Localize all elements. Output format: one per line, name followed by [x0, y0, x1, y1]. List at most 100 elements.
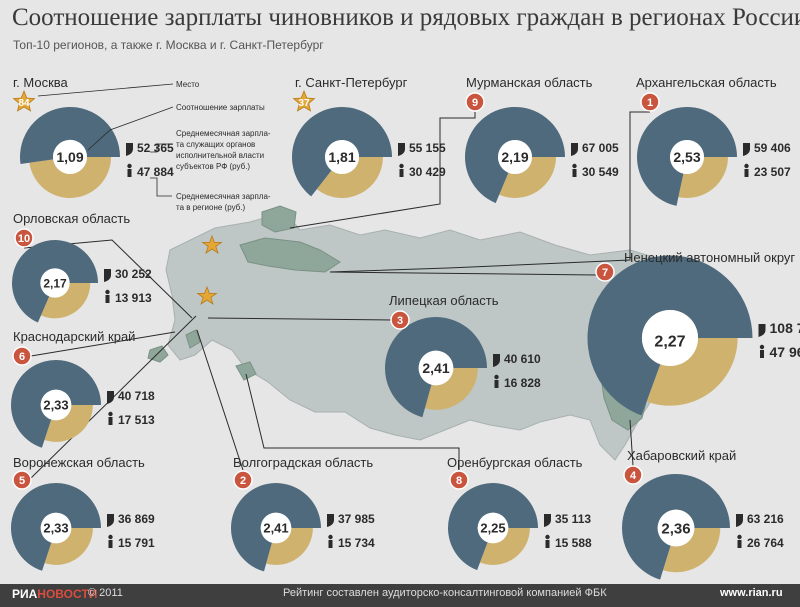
rank-number: 10: [18, 233, 30, 245]
official-salary-slice: [231, 483, 321, 572]
person-icon: [572, 163, 577, 169]
rank-badge: [12, 346, 32, 366]
footer-bar: [0, 584, 800, 607]
pie-center: [40, 512, 72, 544]
person-icon: [108, 534, 113, 540]
person-icon-body: [494, 380, 499, 388]
region-group[interactable]: 2,25 35 113 15 588 Оренбургская область 8: [447, 455, 592, 571]
official-icon: [327, 514, 334, 527]
region-name: Ненецкий автономный округ: [624, 250, 795, 265]
legend-leader-regional: [150, 177, 172, 197]
leader-nenets: [329, 271, 597, 276]
rank-star-icon: [292, 89, 316, 112]
region-group[interactable]: 2,41 40 610 16 828 Липецкая область 3: [385, 293, 541, 418]
legend-official-label: та служащих органов: [176, 140, 255, 149]
pie-center: [325, 140, 359, 174]
ratio-label: 1,09: [56, 149, 83, 165]
regional-salary-slice: [663, 528, 721, 573]
person-icon: [744, 163, 749, 169]
footer-note: Рейтинг составлен аудиторско-консалтинго…: [283, 587, 607, 599]
regional-salary-label: 47 884: [137, 165, 174, 179]
person-icon-body: [108, 417, 113, 425]
legend-regional-label: та в регионе (руб.): [176, 203, 245, 212]
region-group[interactable]: 2,17 30 252 13 913 Орловская область 10: [12, 211, 152, 323]
ratio-label: 2,33: [43, 521, 68, 536]
map-region-arkhangelsk-nenets: [239, 237, 341, 273]
legend-leader-official: [150, 143, 172, 153]
official-salary-slice: [11, 359, 102, 448]
leader-volgograd: [196, 329, 244, 471]
page-title: Соотношение зарплаты чиновников и рядовы…: [12, 4, 800, 31]
person-icon: [105, 289, 110, 295]
regional-salary-slice: [646, 338, 738, 406]
regional-salary-label: 47 967: [770, 344, 800, 360]
leader-murmansk: [289, 112, 476, 229]
rank-badge: [640, 92, 660, 112]
rank-badge: [12, 470, 32, 490]
official-salary-slice: [20, 106, 121, 164]
official-salary-slice: [447, 483, 538, 571]
legend-place-label: Место: [176, 80, 200, 89]
region-group[interactable]: 2,41 37 985 15 734 Волгоградская область 2: [231, 455, 375, 572]
official-icon: [736, 514, 743, 527]
official-icon: [398, 143, 405, 156]
regional-salary-slice: [29, 157, 111, 198]
person-icon-body: [127, 169, 132, 177]
rank-badge: [623, 465, 643, 485]
official-salary-slice: [587, 255, 753, 416]
region-group[interactable]: 2,36 63 216 26 764 Хабаровский край 4: [622, 448, 784, 580]
ratio-label: 2,33: [43, 398, 68, 413]
regional-salary-slice: [44, 405, 93, 442]
regional-salary-label: 16 828: [504, 376, 541, 390]
person-icon-body: [105, 295, 110, 303]
regional-salary-slice: [424, 368, 478, 410]
official-icon: [743, 143, 750, 156]
rank-number: 37: [298, 98, 310, 109]
pie-center: [477, 512, 509, 544]
regional-salary-slice: [44, 528, 93, 565]
legend-official-label: исполнительной власти: [176, 151, 264, 160]
person-icon-body: [328, 540, 333, 548]
regional-salary-label: 30 549: [582, 165, 619, 179]
ratio-label: 2,36: [661, 520, 690, 537]
regional-salary-slice: [41, 283, 91, 319]
leader-krasnodar: [30, 331, 176, 357]
official-icon: [107, 514, 114, 527]
rank-badge: [14, 228, 34, 248]
legend-ratio-label: Соотношение зарплаты: [176, 103, 265, 112]
map-region-orenburg: [235, 361, 257, 381]
map-star-moscow: [196, 285, 218, 305]
regional-salary-label: 15 588: [555, 536, 592, 550]
person-icon-body: [108, 540, 113, 548]
region-group[interactable]: 1,81 55 155 30 429 г. Санкт-Петербург 37: [292, 75, 446, 198]
pie-center: [657, 509, 695, 547]
region-name: Волгоградская область: [233, 455, 373, 470]
region-group[interactable]: 2,33 40 718 17 513 Краснодарский край 6: [11, 329, 155, 448]
logo-main: РИА: [12, 587, 38, 601]
region-group[interactable]: 2,19 67 005 30 549 Мурманская область 9: [465, 75, 619, 204]
regional-salary-label: 17 513: [118, 413, 155, 427]
official-icon: [493, 354, 500, 367]
page-subtitle: Топ-10 регионов, а также г. Москва и г. …: [13, 38, 324, 52]
person-icon-body: [399, 169, 404, 177]
rank-number: 3: [397, 315, 403, 327]
rank-badge: [465, 92, 485, 112]
ratio-label: 2,17: [43, 276, 67, 290]
official-icon: [544, 514, 551, 527]
ria-novosti-logo[interactable]: РИАНОВОСТИ: [12, 587, 97, 601]
person-icon: [759, 344, 765, 350]
person-icon-body: [572, 169, 577, 177]
region-name: Орловская область: [13, 211, 130, 226]
ratio-label: 2,19: [501, 149, 528, 165]
region-group[interactable]: 2,27 108 720 47 967 Ненецкий автономный окр…: [587, 250, 800, 416]
rank-number: 4: [630, 470, 637, 482]
regional-salary-slice: [678, 157, 729, 199]
region-group[interactable]: 2,53 59 406 23 507 Архангельская область 1: [636, 75, 791, 206]
person-icon-body: [545, 540, 550, 548]
region-group[interactable]: 1,09 52 365 47 884 г. Москва 84: [12, 75, 174, 198]
pie-center: [53, 140, 87, 174]
region-group[interactable]: 2,33 36 869 15 791 Воронежская область 5: [11, 455, 155, 571]
site-link[interactable]: www.rian.ru: [720, 587, 783, 599]
official-icon: [758, 324, 766, 337]
